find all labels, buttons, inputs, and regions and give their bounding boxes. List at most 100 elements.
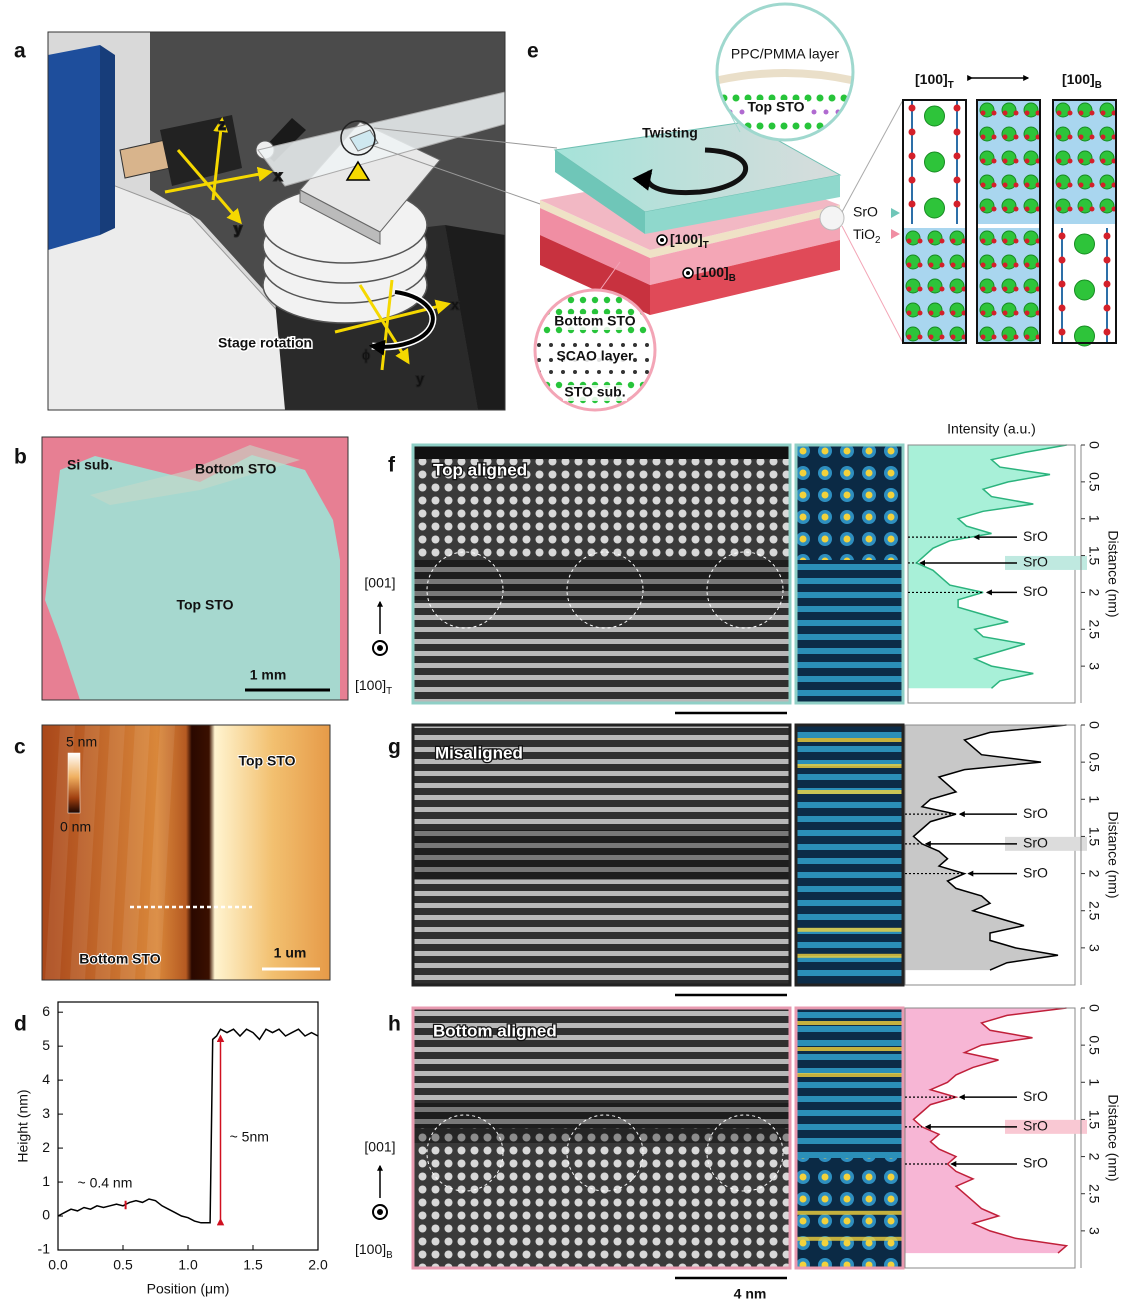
atom-o: [1014, 183, 1019, 188]
layer-label: PPC/PMMA layer: [731, 46, 839, 62]
atom-o: [909, 105, 916, 112]
scale-label: 4 nm: [734, 1286, 767, 1302]
atom-o: [918, 311, 923, 316]
atom: [633, 370, 637, 374]
atom-o: [1014, 311, 1019, 316]
y-tick-label: 2: [1086, 870, 1102, 878]
zoom-line: [842, 100, 903, 212]
atom: [604, 297, 610, 303]
atom-o: [1003, 287, 1008, 292]
atom-o: [1003, 207, 1008, 212]
view-axis-main: [100]: [355, 1241, 386, 1257]
atom-o: [954, 201, 961, 208]
blue-box-side: [100, 45, 115, 235]
annotation: ~ 0.4 nm: [78, 1174, 133, 1190]
height-profile: [58, 1029, 318, 1223]
atom: [769, 123, 776, 130]
atom: [585, 370, 589, 374]
atom-sr: [1075, 280, 1095, 300]
yellow-row: [796, 928, 903, 932]
atom-o: [907, 287, 912, 292]
region-label: Top STO: [238, 753, 295, 769]
atom-o: [1014, 135, 1019, 140]
atom-o: [1104, 281, 1111, 288]
interface-band: [413, 560, 790, 600]
atom: [532, 397, 538, 403]
atom-o: [1104, 305, 1111, 312]
yellow-row: [796, 1047, 903, 1051]
atom: [640, 327, 646, 333]
axis-label: y: [234, 221, 242, 237]
atom-o: [992, 287, 997, 292]
atom-o: [1014, 111, 1019, 116]
axis-label: y: [416, 371, 424, 387]
atom-o: [1101, 159, 1106, 164]
y-tick-label: 0: [42, 1207, 50, 1223]
region-label: Bottom STO: [79, 951, 161, 967]
atom-o: [929, 287, 934, 292]
axis-label: Distance (nm): [1105, 530, 1121, 617]
yellow-row: [796, 954, 903, 958]
atom: [633, 343, 637, 347]
atom: [781, 123, 788, 130]
atom: [853, 95, 860, 102]
atom-o: [929, 311, 934, 316]
atom-o: [909, 153, 916, 160]
yellow-row: [796, 764, 903, 768]
atom: [860, 110, 865, 115]
x-tick-label: 1.0: [178, 1257, 198, 1273]
y-tick-label: 4: [42, 1071, 50, 1087]
atom-o: [1104, 329, 1111, 336]
region-label: Si sub.: [67, 457, 113, 473]
atom-o: [1059, 233, 1066, 240]
atom: [573, 343, 577, 347]
atom: [544, 297, 550, 303]
atom-o: [951, 311, 956, 316]
atom: [824, 110, 829, 115]
atom-o: [1068, 135, 1073, 140]
atom: [544, 397, 550, 403]
atom-o: [951, 263, 956, 268]
atom-o: [1014, 335, 1019, 340]
atom: [621, 370, 625, 374]
atom-o: [951, 287, 956, 292]
atom-o: [1090, 207, 1095, 212]
atom-o: [951, 239, 956, 244]
image-label: Bottom aligned: [433, 1021, 557, 1040]
yellow-row: [796, 1237, 903, 1241]
atom-o: [1068, 111, 1073, 116]
atom-o: [992, 183, 997, 188]
atom-o: [1014, 263, 1019, 268]
atom: [757, 123, 764, 130]
y-tick-label: 2.5: [1086, 620, 1102, 640]
atom: [573, 370, 577, 374]
atom-o: [992, 207, 997, 212]
atom-o: [909, 177, 916, 184]
atom-o: [1025, 335, 1030, 340]
atom-o: [1059, 281, 1066, 288]
atom-o: [1003, 159, 1008, 164]
annotation: SrO: [1023, 805, 1048, 821]
atom: [657, 358, 661, 362]
atom-o: [1025, 311, 1030, 316]
atom-o: [1003, 335, 1008, 340]
atom-o: [981, 159, 986, 164]
atom: [633, 358, 637, 362]
column-dir-sub: T: [948, 80, 954, 91]
atom: [853, 123, 860, 130]
page: Twisted STO figure { "panels": { "a": {"…: [0, 0, 1128, 1306]
direction-label-main: [100]: [696, 264, 729, 280]
figure: azxyxyϕStage rotationPPC/PMMA layerTop S…: [0, 0, 1128, 1306]
direction-label-sub: B: [729, 273, 736, 284]
yellow-row: [796, 1021, 903, 1025]
column-dir-sub: B: [1095, 80, 1102, 91]
x-tick-label: 1.5: [243, 1257, 263, 1273]
atom-o: [992, 263, 997, 268]
atom: [561, 343, 565, 347]
atom-o: [1090, 159, 1095, 164]
yellow-row: [796, 1073, 903, 1077]
view-axis-sub: B: [386, 1250, 393, 1261]
axis-label: z: [219, 117, 226, 133]
atom-o: [1003, 183, 1008, 188]
y-tick-label: 0.5: [1086, 472, 1102, 492]
